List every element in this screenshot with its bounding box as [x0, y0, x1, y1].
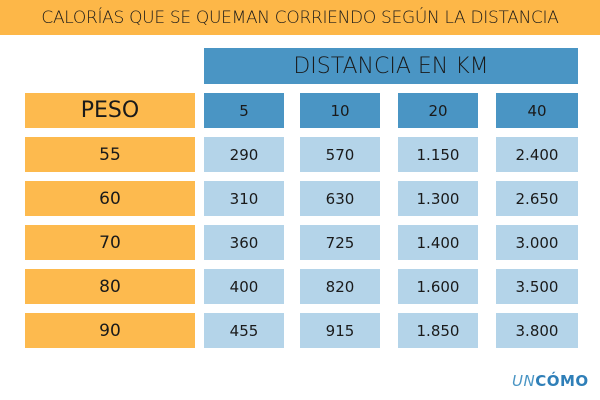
table-cell: 1.400 — [398, 225, 478, 260]
table-cell: 1.150 — [398, 137, 478, 172]
table-cell: 630 — [300, 181, 380, 216]
table-cell: 725 — [300, 225, 380, 260]
table-cell: 3.800 — [496, 313, 578, 348]
table-cell: 570 — [300, 137, 380, 172]
table-cell: 3.000 — [496, 225, 578, 260]
table-cell: 400 — [204, 269, 284, 304]
table-cell: 1.300 — [398, 181, 478, 216]
table-cell: 2.650 — [496, 181, 578, 216]
column-header-40: 40 — [496, 93, 578, 128]
table-cell: 455 — [204, 313, 284, 348]
table-cell: 915 — [300, 313, 380, 348]
table-cell: 290 — [204, 137, 284, 172]
column-header-20: 20 — [398, 93, 478, 128]
row-label-60: 60 — [25, 181, 195, 216]
table-cell: 360 — [204, 225, 284, 260]
table-cell: 1.850 — [398, 313, 478, 348]
table-cell: 820 — [300, 269, 380, 304]
row-label-80: 80 — [25, 269, 195, 304]
row-label-70: 70 — [25, 225, 195, 260]
uncomo-logo: UNCÓMO — [512, 372, 589, 390]
column-header-10: 10 — [300, 93, 380, 128]
logo-part1: UN — [512, 372, 536, 390]
row-label-55: 55 — [25, 137, 195, 172]
distance-header: DISTANCIA EN KM — [204, 48, 578, 84]
logo-part2: CÓMO — [535, 372, 589, 390]
table-cell: 3.500 — [496, 269, 578, 304]
table-cell: 310 — [204, 181, 284, 216]
weight-header: PESO — [25, 93, 195, 128]
row-label-90: 90 — [25, 313, 195, 348]
column-header-5: 5 — [204, 93, 284, 128]
table-cell: 2.400 — [496, 137, 578, 172]
table-cell: 1.600 — [398, 269, 478, 304]
page-title: CALORÍAS QUE SE QUEMAN CORRIENDO SEGÚN L… — [0, 0, 600, 35]
